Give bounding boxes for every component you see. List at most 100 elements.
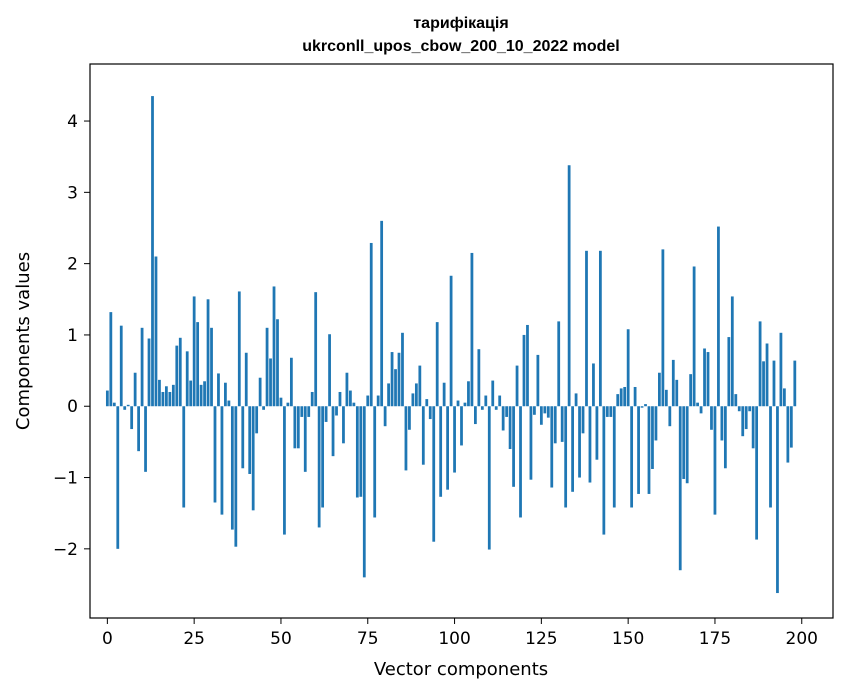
bar xyxy=(612,406,616,508)
x-tick-label: 0 xyxy=(102,629,113,649)
bar xyxy=(786,406,790,463)
bar xyxy=(293,406,297,449)
bar xyxy=(769,406,772,508)
bar xyxy=(623,386,627,407)
bar xyxy=(241,406,245,469)
y-tick-label: 4 xyxy=(67,112,78,132)
bar xyxy=(432,406,436,542)
bar xyxy=(710,406,713,430)
bar xyxy=(717,226,720,407)
bar xyxy=(366,395,370,407)
bar xyxy=(633,386,637,407)
y-tick-label: 3 xyxy=(67,183,78,203)
y-axis-label: Components values xyxy=(13,252,34,430)
bar xyxy=(741,406,745,437)
bar xyxy=(359,406,363,497)
bar xyxy=(369,242,373,407)
bar xyxy=(303,406,307,472)
bar xyxy=(317,406,321,528)
bar xyxy=(255,406,259,434)
x-tick-label: 25 xyxy=(183,629,205,649)
bar xyxy=(373,406,377,518)
bar xyxy=(380,220,384,407)
bar xyxy=(213,406,217,503)
bar xyxy=(248,406,252,474)
bar xyxy=(449,275,453,407)
bar xyxy=(737,406,741,412)
bar xyxy=(352,402,356,407)
bar xyxy=(647,406,651,494)
bar xyxy=(484,395,488,407)
x-axis-label: Vector components xyxy=(374,659,548,680)
bar xyxy=(571,406,574,492)
bar xyxy=(439,406,443,497)
bar xyxy=(588,406,592,483)
bar xyxy=(362,406,366,578)
bar xyxy=(564,406,568,508)
bar xyxy=(199,384,203,407)
bar xyxy=(723,406,727,469)
bar xyxy=(310,391,314,407)
bar xyxy=(220,406,224,515)
bar xyxy=(137,406,140,452)
bar xyxy=(203,381,206,407)
bar xyxy=(543,406,547,414)
bar xyxy=(661,249,665,407)
bar xyxy=(130,406,134,430)
bar xyxy=(151,96,154,407)
bar xyxy=(626,329,630,407)
bar xyxy=(480,406,484,410)
bar xyxy=(685,406,689,484)
bar xyxy=(171,384,175,407)
bar xyxy=(408,406,411,430)
x-axis: 0 25 50 75 100 125 150 175 200 xyxy=(102,618,818,649)
bar xyxy=(644,404,647,407)
bar xyxy=(585,250,588,407)
bar xyxy=(258,377,262,407)
x-tick-label: 50 xyxy=(270,629,292,649)
bar xyxy=(658,372,661,407)
bar xyxy=(234,406,238,547)
bar xyxy=(789,406,793,448)
bar xyxy=(467,381,470,407)
bar xyxy=(772,360,776,407)
bar xyxy=(376,395,380,407)
bar xyxy=(640,406,644,408)
x-tick-label: 150 xyxy=(612,629,644,649)
bar xyxy=(605,406,609,417)
bar xyxy=(515,365,519,407)
bar xyxy=(477,349,481,407)
bar xyxy=(689,374,693,407)
bar xyxy=(751,406,755,449)
bar xyxy=(793,360,797,407)
bar xyxy=(609,406,613,417)
bar xyxy=(397,352,401,407)
bar xyxy=(237,291,241,407)
bar xyxy=(307,406,311,417)
bar xyxy=(335,406,338,416)
bar xyxy=(505,406,509,417)
bar xyxy=(394,369,397,407)
bar xyxy=(567,165,571,407)
bar xyxy=(598,250,602,407)
bar xyxy=(390,352,394,407)
bar xyxy=(206,299,210,407)
bar xyxy=(404,406,408,471)
bar xyxy=(421,406,425,465)
bar xyxy=(487,406,491,550)
y-tick-label: 0 xyxy=(67,397,78,417)
bar xyxy=(196,322,200,407)
bar xyxy=(758,321,762,407)
bar xyxy=(557,321,561,407)
bar xyxy=(470,252,474,407)
bar xyxy=(428,406,432,420)
bar xyxy=(682,406,686,479)
bar xyxy=(164,386,168,407)
bar xyxy=(730,296,734,407)
bar xyxy=(675,379,679,407)
y-tick-label: 2 xyxy=(67,255,78,275)
bar xyxy=(425,399,429,407)
bar xyxy=(501,406,505,431)
bar xyxy=(474,406,477,425)
